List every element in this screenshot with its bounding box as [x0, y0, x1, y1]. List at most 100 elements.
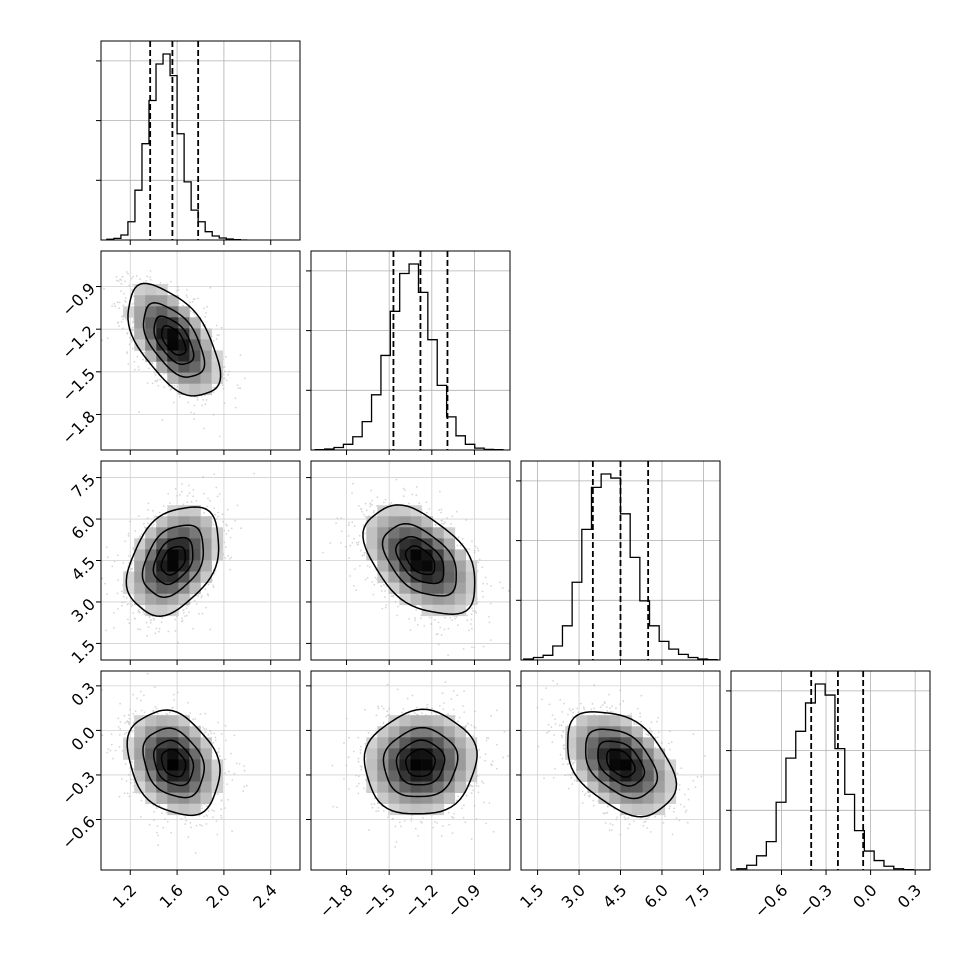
scatter-point	[177, 642, 180, 644]
scatter-point	[122, 595, 125, 598]
density-cell	[145, 604, 157, 617]
scatter-point	[347, 535, 350, 537]
contour-level-0	[127, 282, 222, 397]
scatter-point	[142, 358, 144, 361]
density-cell	[145, 306, 157, 318]
scatter-point	[181, 619, 184, 622]
contour-level-1	[141, 524, 205, 599]
scatter-point	[186, 604, 189, 607]
density-cell	[167, 604, 179, 617]
scatter-point	[207, 497, 210, 500]
scatter-point	[229, 536, 232, 539]
density-cell	[211, 549, 223, 561]
density-cell	[189, 527, 201, 539]
scatter-point	[139, 628, 142, 631]
scatter-point	[130, 605, 133, 608]
scatter-point	[120, 282, 123, 285]
scatter-point	[237, 387, 240, 389]
scatter-point	[348, 521, 351, 524]
scatter-point	[150, 619, 152, 622]
scatter-point	[189, 301, 192, 304]
scatter-point	[440, 508, 443, 511]
scatter-point	[218, 435, 221, 438]
scatter-point	[477, 549, 480, 552]
scatter-point	[358, 534, 361, 537]
scatter-point	[216, 495, 219, 498]
scatter-point	[366, 565, 369, 567]
scatter-point	[147, 522, 150, 525]
scatter-point	[153, 516, 156, 519]
scatter-point	[193, 298, 196, 301]
scatter-point	[225, 379, 228, 382]
scatter-point	[152, 509, 154, 512]
scatter-point	[351, 492, 353, 494]
scatter-point	[361, 554, 364, 557]
scatter-point	[134, 617, 137, 620]
scatter-point	[117, 280, 120, 282]
scatter-point	[240, 527, 242, 530]
scatter-point	[390, 595, 393, 597]
scatter-point	[118, 307, 121, 310]
scatter-point	[357, 541, 360, 543]
density-cell	[178, 527, 190, 539]
scatter-panel-1-2	[310, 460, 511, 661]
scatter-point	[207, 594, 210, 597]
scatter-point	[120, 601, 123, 604]
scatter-point	[473, 551, 476, 554]
scatter-point	[116, 321, 119, 324]
scatter-point	[501, 587, 504, 589]
scatter-point	[223, 377, 226, 380]
scatter-point	[471, 646, 473, 648]
scatter-point	[349, 575, 351, 577]
scatter-point	[116, 592, 119, 595]
scatter-point	[186, 288, 188, 291]
panel-content	[101, 461, 300, 660]
scatter-point	[454, 617, 456, 620]
hist-panel-1	[306, 250, 511, 451]
scatter-point	[450, 523, 452, 525]
scatter-point	[482, 595, 484, 598]
scatter-point	[459, 545, 462, 547]
scatter-point	[435, 633, 438, 636]
scatter-point	[196, 396, 199, 399]
scatter-point	[392, 594, 395, 597]
density-cell	[178, 383, 190, 396]
density-cell	[167, 306, 179, 318]
density-cell	[189, 560, 201, 572]
density-cell	[200, 350, 212, 362]
scatter-point	[138, 611, 141, 614]
scatter-point	[408, 502, 410, 505]
contour-level-2	[152, 536, 194, 586]
histogram-series-3	[736, 683, 930, 870]
scatter-point	[446, 517, 449, 519]
scatter-point	[176, 615, 178, 618]
scatter-point	[174, 630, 177, 632]
density-cell	[200, 538, 212, 550]
scatter-point	[147, 367, 150, 370]
density-cell	[178, 538, 190, 550]
scatter-point	[213, 507, 216, 509]
density-cell	[211, 538, 223, 550]
scatter-point	[179, 494, 182, 496]
scatter-point	[349, 544, 352, 547]
scatter-point	[224, 370, 226, 373]
scatter-point	[388, 503, 391, 506]
scatter-point	[203, 511, 205, 514]
scatter-point	[137, 365, 140, 368]
density-cell	[134, 339, 146, 351]
scatter-point	[203, 307, 205, 310]
scatter-point	[191, 301, 194, 303]
scatter-point	[189, 596, 192, 599]
scatter-point	[137, 515, 140, 517]
scatter-point	[414, 617, 417, 620]
density-cell	[167, 372, 179, 384]
density-cell	[167, 361, 179, 373]
scatter-point	[131, 340, 133, 343]
density-cell	[178, 571, 190, 583]
density-cell	[156, 339, 168, 351]
density-cell	[156, 549, 168, 561]
scatter-point	[154, 632, 157, 635]
scatter-point	[439, 490, 441, 493]
scatter-point	[239, 354, 242, 356]
density-cell	[167, 295, 179, 307]
